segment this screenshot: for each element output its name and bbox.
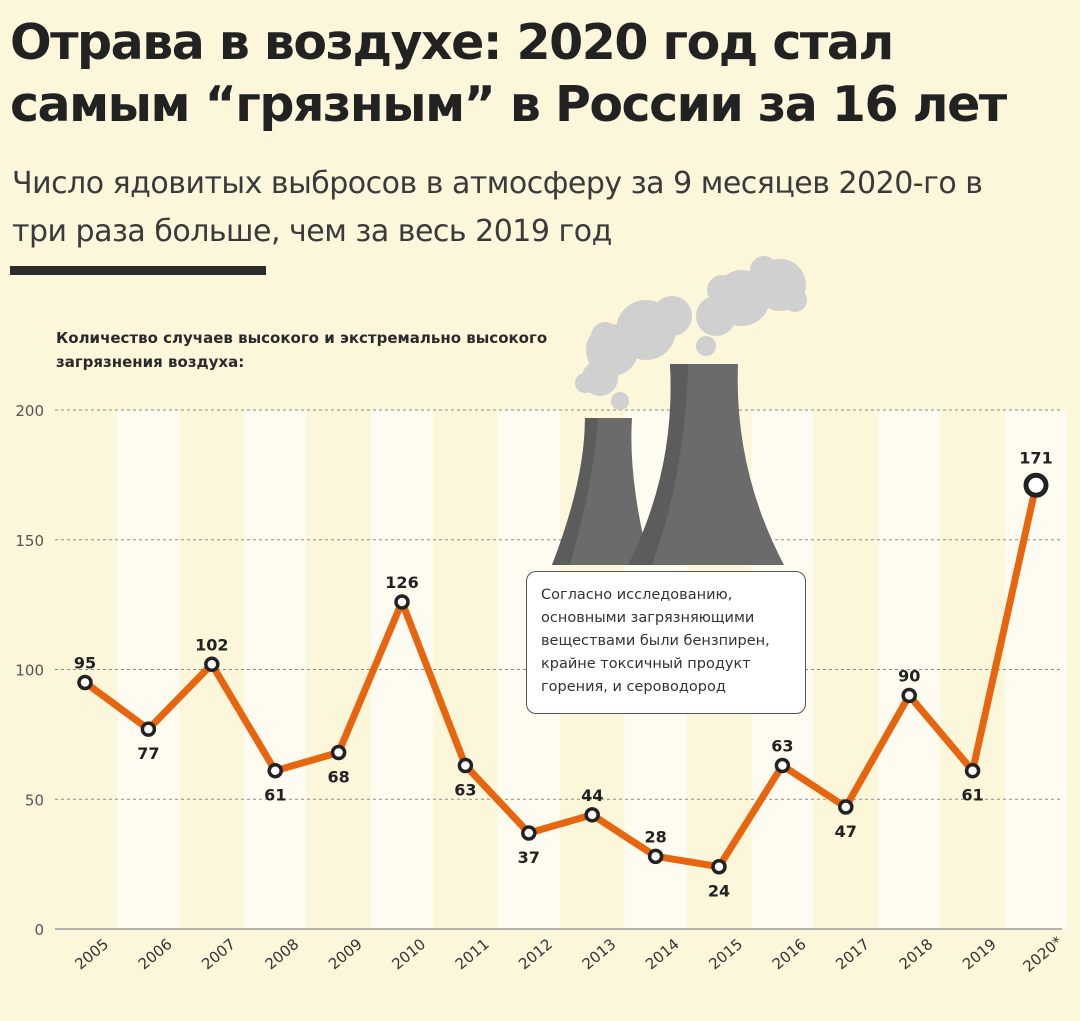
data-label: 44	[581, 786, 603, 805]
annotation-note: Согласно исследованию, основными загрязн…	[526, 571, 806, 714]
data-point	[1023, 472, 1049, 498]
x-tick-label: 2012	[515, 935, 556, 973]
y-axis-ticks: 0 50 100 150 200	[15, 402, 44, 939]
subtitle-underline	[10, 266, 266, 275]
data-labels: 95 77 102 61 68 126 63 37 44 28 24 63 47 90 61 171	[74, 448, 1053, 900]
data-point	[647, 848, 664, 865]
x-tick-label: 2008	[262, 935, 303, 973]
y-tick-label: 100	[15, 662, 44, 680]
data-point	[711, 858, 727, 875]
x-tick-label: 2009	[325, 935, 366, 973]
data-label: 90	[898, 666, 920, 685]
series-line	[81, 481, 1040, 871]
data-point	[140, 721, 157, 737]
x-tick-label: 2006	[135, 935, 176, 973]
data-label: 68	[327, 768, 349, 787]
gridlines	[55, 409, 1062, 930]
y-tick-label: 150	[15, 532, 44, 550]
data-point	[521, 825, 537, 841]
y-tick-label: 200	[15, 402, 44, 420]
data-label: 126	[385, 573, 418, 592]
x-tick-label: 2011	[452, 935, 493, 973]
x-tick-label: 2015	[705, 935, 746, 973]
y-tick-label: 0	[34, 921, 44, 939]
x-axis-ticks: 2005 2006 2007 2008 2009 2010 2011 2012 2013 2014…	[71, 932, 1066, 975]
data-point	[330, 744, 347, 761]
data-label: 28	[644, 827, 666, 846]
data-label: 95	[74, 653, 96, 672]
smokestack-icon	[552, 256, 807, 565]
data-points	[77, 472, 1049, 875]
data-point	[584, 807, 600, 823]
data-label: 77	[137, 744, 159, 763]
data-label: 37	[518, 848, 540, 867]
data-point	[838, 799, 854, 815]
data-label: 63	[771, 737, 793, 756]
x-tick-label: 2017	[832, 935, 873, 973]
data-label: 24	[708, 882, 730, 901]
x-tick-label: 2007	[198, 935, 239, 973]
x-tick-label: 2016	[769, 935, 810, 973]
data-point	[901, 687, 917, 704]
x-tick-label: 2013	[579, 935, 620, 973]
chart-title: Отрава в воздухе: 2020 год стал самым “г…	[10, 14, 1007, 133]
data-point	[394, 594, 410, 610]
series-line-path	[81, 481, 1040, 871]
data-point	[774, 757, 791, 774]
x-tick-label: 2020*	[1020, 932, 1067, 975]
data-label: 171	[1019, 448, 1052, 467]
data-label: 102	[195, 635, 228, 654]
data-point	[204, 656, 220, 673]
x-tick-label: 2018	[896, 935, 937, 973]
y-axis-title: Количество случаев высокого и экстремаль…	[56, 329, 548, 371]
data-label: 61	[961, 786, 983, 805]
data-point	[267, 762, 283, 779]
data-label: 61	[264, 786, 286, 805]
x-tick-label: 2019	[959, 935, 1000, 973]
chart-subtitle: Число ядовитых выбросов в атмосферу за 9…	[12, 166, 983, 249]
y-tick-label: 50	[25, 791, 44, 809]
data-point	[77, 674, 93, 691]
data-point	[457, 757, 474, 774]
x-tick-label: 2014	[642, 935, 683, 973]
data-label: 63	[454, 781, 476, 800]
data-label: 47	[835, 822, 857, 841]
x-tick-label: 2010	[388, 935, 429, 973]
x-tick-label: 2005	[71, 935, 112, 973]
data-point	[964, 762, 981, 779]
